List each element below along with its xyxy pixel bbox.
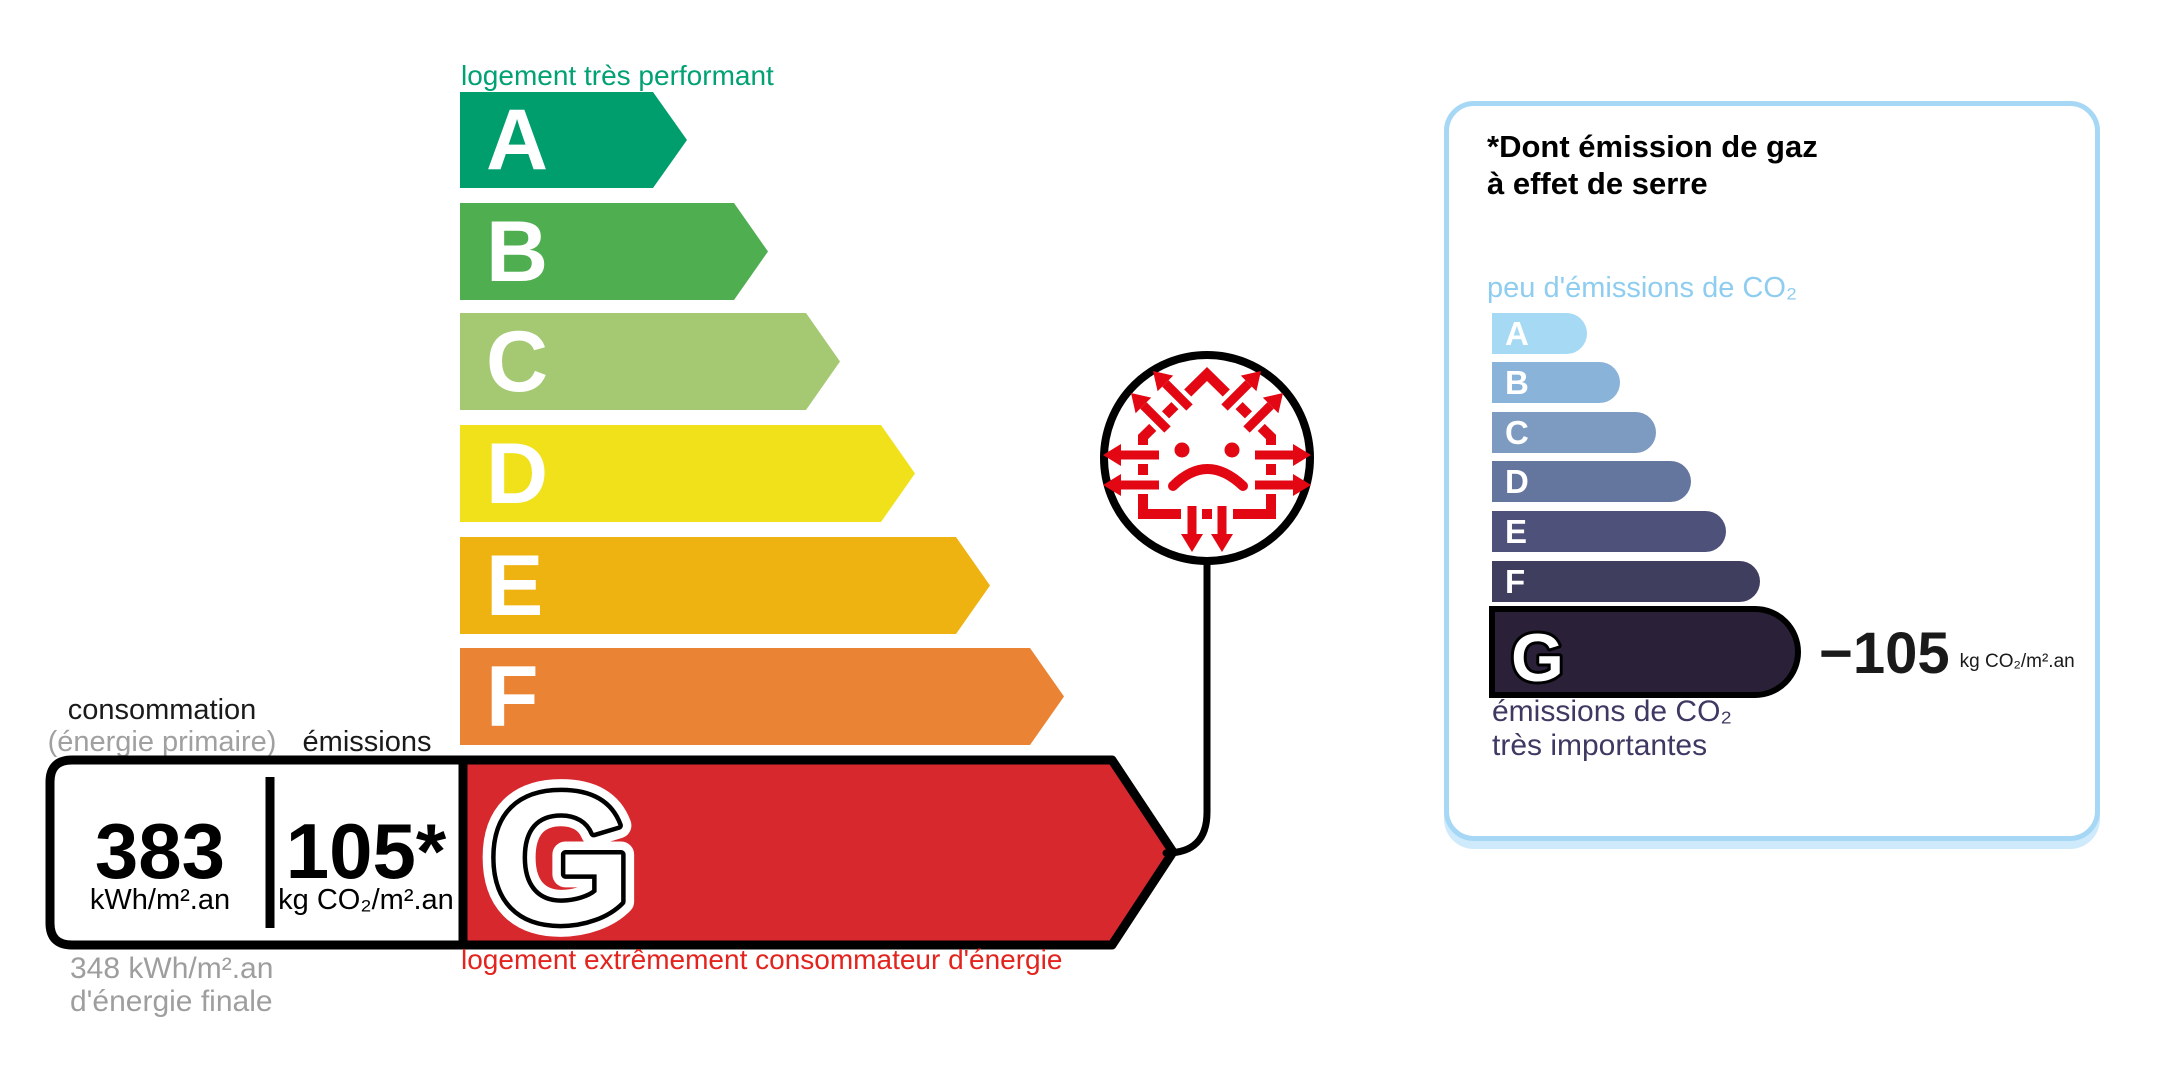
- values-box: [45, 755, 468, 950]
- co2-bar-letter: F: [1505, 563, 1526, 600]
- energy-bar-d: D: [460, 425, 915, 522]
- final-energy-line1: 348 kWh/m².an: [70, 952, 274, 985]
- connector-line: [1162, 558, 1211, 857]
- co2-caption-top: peu d'émissions de CO₂: [1487, 272, 1798, 304]
- sad-house-icon: [1103, 366, 1311, 552]
- co2-bar-letter: B: [1505, 364, 1529, 401]
- scale-caption-bottom: logement extrêmement consommateur d'éner…: [461, 944, 1063, 975]
- co2-value-unit: kg CO₂/m².an: [1959, 651, 2075, 672]
- co2-panel-title-line2: à effet de serre: [1487, 166, 1708, 201]
- scale-caption-top: logement très performant: [461, 60, 774, 91]
- energy-bar-f: F: [460, 648, 1064, 745]
- co2-bar-a: A: [1492, 313, 1587, 354]
- co2-bar-f: F: [1492, 561, 1760, 602]
- result-row-g-arrow: G G: [45, 750, 1178, 960]
- co2-value-row: −105 kg CO₂/m².an: [1819, 612, 2075, 696]
- connector-path: [1162, 558, 1211, 857]
- co2-emissions-panel: *Dont émission de gaz à effet de serre p…: [1444, 101, 2100, 841]
- co2-caption-bottom: émissions de CO₂ très importantes: [1492, 695, 1732, 763]
- energy-bar-b: B: [460, 203, 768, 300]
- consumption-value: 383: [94, 807, 226, 895]
- co2-bar-letter: E: [1505, 513, 1528, 550]
- co2-bar-e: E: [1492, 511, 1726, 552]
- co2-caption-bottom-line1: émissions de CO₂: [1492, 695, 1733, 728]
- co2-bar-g-letter: G: [1511, 620, 1564, 696]
- co2-bar-letter: A: [1505, 315, 1529, 352]
- consumption-unit: kWh/m².an: [89, 884, 231, 916]
- co2-panel-title: *Dont émission de gaz à effet de serre: [1487, 128, 1818, 202]
- g-class-letter: G: [488, 755, 633, 960]
- emissions-header: émissions: [302, 726, 432, 758]
- emissions-value: 105*: [285, 807, 447, 895]
- energy-bar-letter: A: [486, 92, 549, 188]
- co2-value: −105: [1819, 621, 1950, 686]
- emissions-unit: kg CO₂/m².an: [278, 884, 454, 916]
- energy-bar-letter: D: [486, 425, 549, 522]
- co2-bar-b: B: [1492, 362, 1620, 403]
- consumption-subheader: (énergie primaire): [47, 726, 277, 758]
- co2-bar-g-shape: [1489, 606, 1801, 698]
- co2-bar-g: G: [1489, 606, 1801, 699]
- final-energy-footnote: 348 kWh/m².an d'énergie finale: [70, 952, 273, 1018]
- energy-bar-letter: E: [486, 537, 544, 634]
- consumption-header: consommation: [67, 694, 257, 726]
- energy-bar-e: E: [460, 537, 990, 634]
- co2-bar-letter: D: [1505, 463, 1529, 500]
- energy-bar-letter: C: [486, 313, 549, 410]
- energy-bar-letter: B: [486, 203, 549, 300]
- co2-bar-letter: C: [1505, 414, 1529, 451]
- co2-bar-c: C: [1492, 412, 1656, 453]
- co2-panel-title-line1: *Dont émission de gaz: [1487, 129, 1818, 164]
- energy-bar-letter: F: [486, 648, 539, 745]
- co2-caption-bottom-line2: très importantes: [1492, 729, 1708, 762]
- g-class-letter-halo: G: [488, 755, 633, 960]
- final-energy-line2: d'énergie finale: [70, 985, 273, 1018]
- sad-house-badge: [1100, 351, 1314, 565]
- energy-bar-a: A: [460, 92, 687, 188]
- energy-bar-c: C: [460, 313, 840, 410]
- co2-bar-d: D: [1492, 461, 1691, 502]
